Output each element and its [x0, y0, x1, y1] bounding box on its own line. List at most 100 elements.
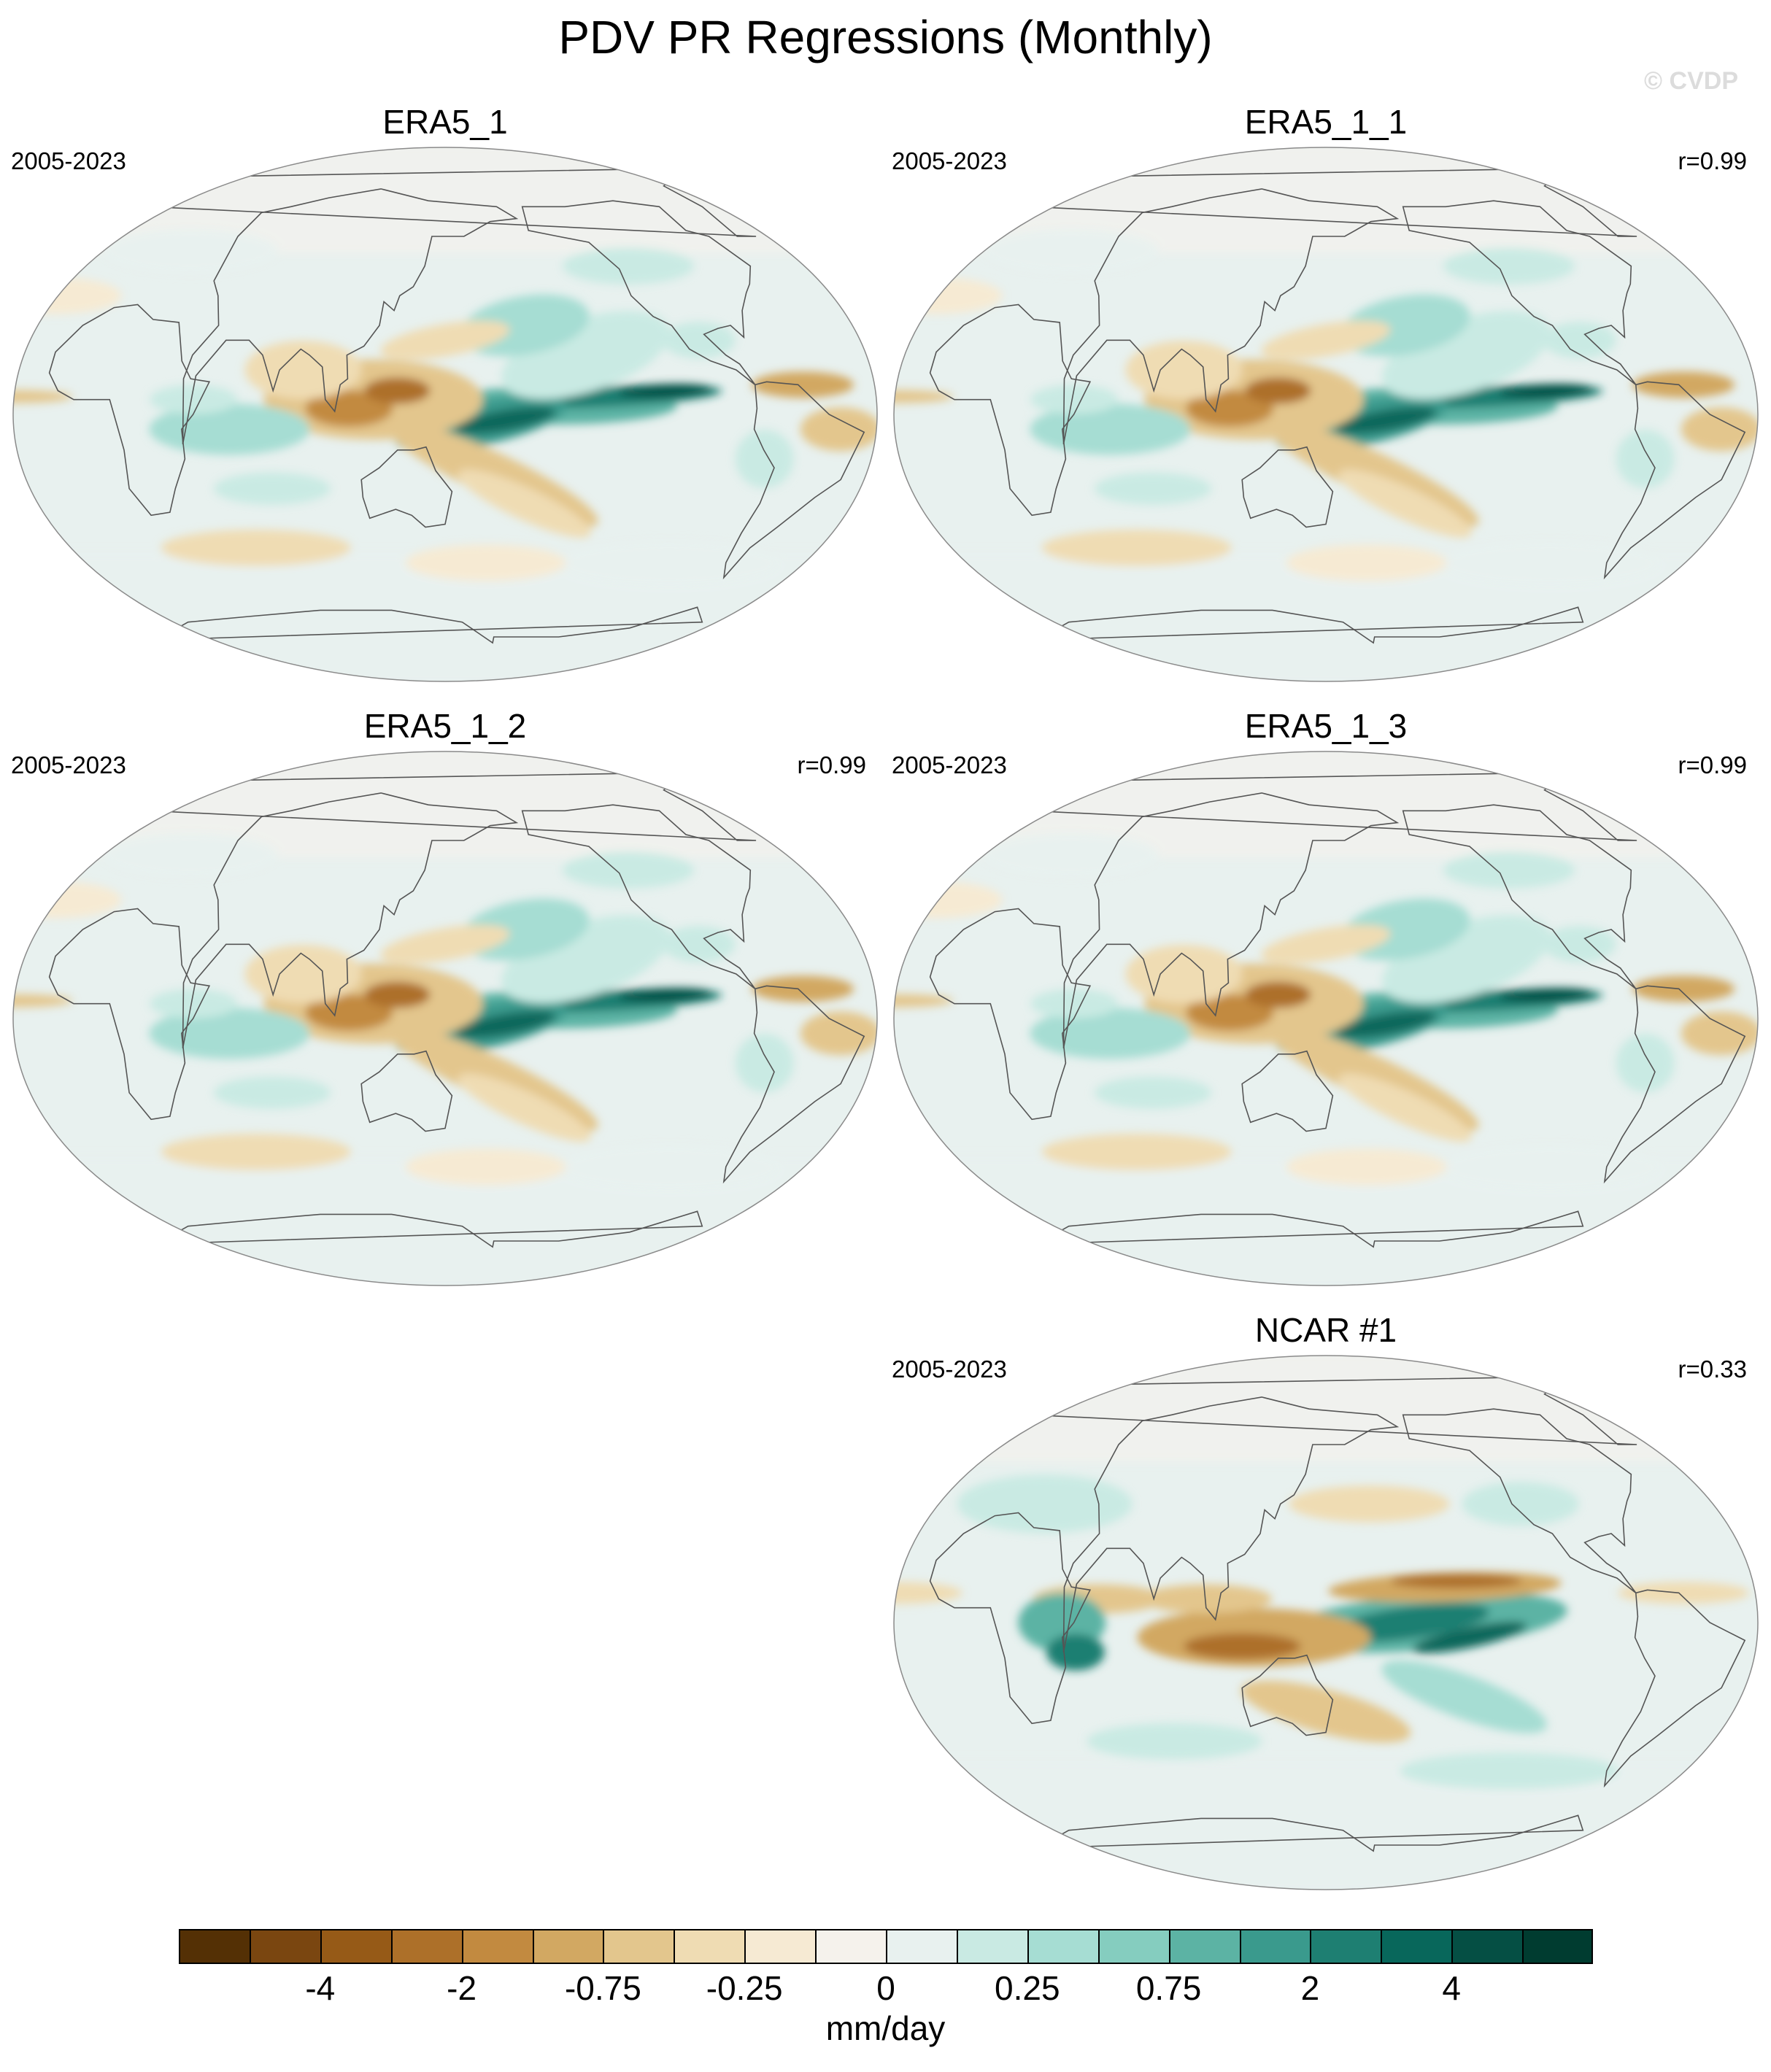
coastline-asia	[1062, 188, 1400, 444]
anomaly-patch	[214, 472, 331, 505]
anomaly-patch	[1681, 407, 1758, 452]
colorbar-tick-label: 0.25	[995, 1969, 1060, 2007]
anomaly-patch	[735, 430, 794, 488]
colorbar-swatch	[532, 1929, 603, 1964]
anomaly-patch	[149, 403, 310, 455]
anomaly-patch	[1186, 390, 1274, 427]
anomaly-patch	[562, 851, 694, 889]
anomaly-patch	[559, 1145, 779, 1189]
anomaly-patch	[1335, 406, 1437, 434]
anomaly-patch	[1030, 403, 1191, 455]
map-border	[893, 147, 1759, 682]
anomaly-patch	[983, 833, 1159, 878]
map-border	[893, 751, 1759, 1286]
panel-period: 2005-2023	[892, 147, 1007, 174]
map-panel: NCAR #1 2005-2023 r=0.33	[892, 1310, 1760, 1894]
panel-period: 2005-2023	[11, 751, 126, 778]
anomaly-patch	[1041, 1134, 1232, 1170]
anomaly-patch	[1261, 320, 1391, 360]
coastline-asia	[182, 792, 519, 1048]
anomaly-patch	[562, 247, 694, 285]
anomaly-patch	[1462, 1482, 1579, 1526]
anomaly-patch	[800, 407, 877, 452]
anomaly-patch	[1338, 1073, 1472, 1142]
anomaly-patch	[1286, 1148, 1447, 1186]
anomaly-patch	[735, 1034, 794, 1092]
anomaly-patch	[1041, 530, 1232, 566]
anomaly-patch	[1030, 1008, 1191, 1059]
panel-title: ERA5_1	[382, 103, 508, 141]
colorbar-swatch	[1097, 1929, 1170, 1964]
panel-correlation: r=0.99	[1678, 147, 1748, 174]
colorbar-swatch	[390, 1929, 463, 1964]
anomaly-patch	[1125, 341, 1243, 399]
regression-map	[893, 751, 1759, 1286]
anomaly-patch	[1632, 371, 1735, 398]
colorbar-units: mm/day	[825, 2009, 946, 2047]
anomaly-patch	[1186, 994, 1274, 1031]
coastline-australia	[1241, 1654, 1334, 1736]
anomaly-patch	[1616, 430, 1675, 488]
regression-map	[893, 147, 1759, 682]
coastline-australia	[1241, 1050, 1334, 1132]
map-panel: ERA5_1_3 2005-2023 r=0.99	[892, 706, 1760, 1290]
regression-map	[12, 751, 878, 1286]
anomaly-patch	[1440, 541, 1659, 585]
coastline-south-america	[722, 381, 865, 580]
coastline-antarctica	[1037, 606, 1584, 644]
anomaly-patch	[617, 988, 713, 1002]
anomaly-patch	[1095, 1076, 1212, 1109]
anomaly-patch	[149, 1008, 310, 1059]
anomaly-patch	[1087, 1723, 1262, 1760]
colorbar-swatch	[815, 1929, 887, 1964]
anomaly-patch	[1338, 469, 1472, 538]
coastline-asia	[1062, 792, 1400, 1048]
anomaly-patch	[1616, 1034, 1675, 1092]
anomaly-patch	[455, 406, 556, 434]
colorbar-tick-label: -2	[447, 1969, 477, 2007]
regression-map	[12, 147, 878, 682]
panel-title: ERA5_1_1	[1244, 103, 1408, 141]
colorbar-swatch	[603, 1929, 674, 1964]
map-border	[12, 147, 878, 682]
panel-correlation: r=0.99	[797, 751, 867, 778]
coastline-south-america	[722, 985, 865, 1184]
anomaly-patch	[405, 1148, 566, 1186]
anomaly-patch	[983, 229, 1159, 274]
anomaly-patch	[364, 377, 431, 404]
anomaly-patch	[1498, 988, 1594, 1002]
anomaly-patch	[161, 530, 351, 566]
anomaly-patch	[1289, 1485, 1450, 1523]
anomaly-patch	[102, 229, 278, 274]
anomaly-patch	[1030, 384, 1119, 414]
colorbar-swatch	[1451, 1929, 1523, 1964]
anomaly-patch	[380, 924, 510, 965]
colorbar-swatch	[1381, 1929, 1452, 1964]
map-border	[12, 751, 878, 1286]
coastline-africa	[48, 908, 211, 1121]
anomaly-patch	[364, 981, 431, 1008]
colorbar-swatch	[320, 1929, 392, 1964]
anomaly-patch	[559, 541, 779, 585]
panel-period: 2005-2023	[892, 751, 1007, 778]
anomaly-patch	[305, 994, 393, 1031]
coastline-africa	[929, 908, 1092, 1121]
coastline-antarctica	[1037, 1814, 1584, 1852]
coastline-africa	[929, 304, 1092, 517]
coastline-south-america	[1603, 381, 1746, 580]
anomaly-patch	[161, 1134, 351, 1170]
anomaly-patch	[1443, 247, 1575, 285]
anomaly-patch	[1399, 1752, 1618, 1790]
panel-title: NCAR #1	[1254, 1311, 1397, 1349]
map-panel: ERA5_1 2005-2023	[11, 102, 879, 686]
anomaly-patch	[1382, 311, 1551, 399]
panel-correlation: r=0.33	[1678, 1356, 1748, 1383]
coastline-africa	[929, 1512, 1092, 1725]
coastline-asia	[1062, 1396, 1400, 1652]
anomaly-patch	[1245, 377, 1311, 404]
colorbar-tick-label: 0	[876, 1969, 895, 2007]
coastline-africa	[48, 304, 211, 517]
colorbar-swatch	[179, 1929, 250, 1964]
anomaly-patch	[752, 975, 854, 1002]
panel-period: 2005-2023	[892, 1356, 1007, 1383]
